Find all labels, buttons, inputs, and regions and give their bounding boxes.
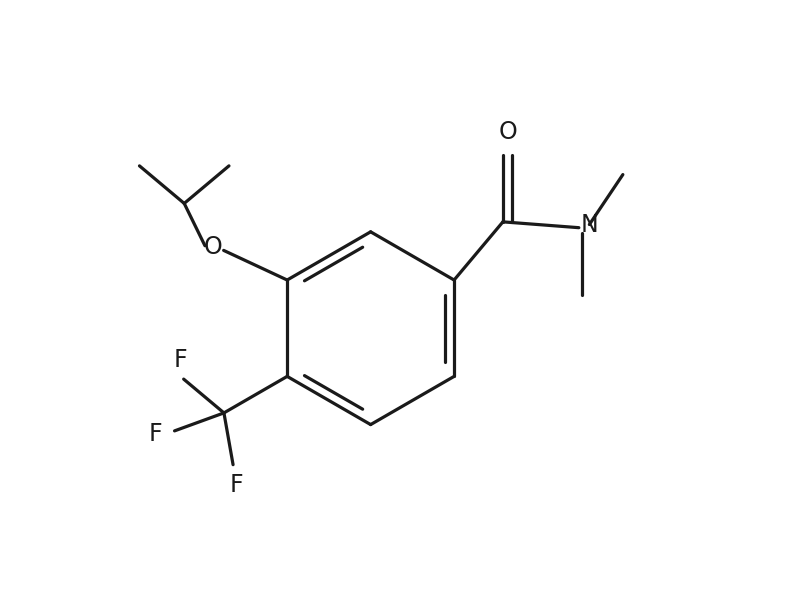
Text: F: F xyxy=(174,349,188,373)
Text: F: F xyxy=(229,473,243,497)
Text: O: O xyxy=(204,236,222,260)
Text: F: F xyxy=(149,422,162,446)
Text: O: O xyxy=(498,120,517,145)
Text: N: N xyxy=(581,213,598,237)
